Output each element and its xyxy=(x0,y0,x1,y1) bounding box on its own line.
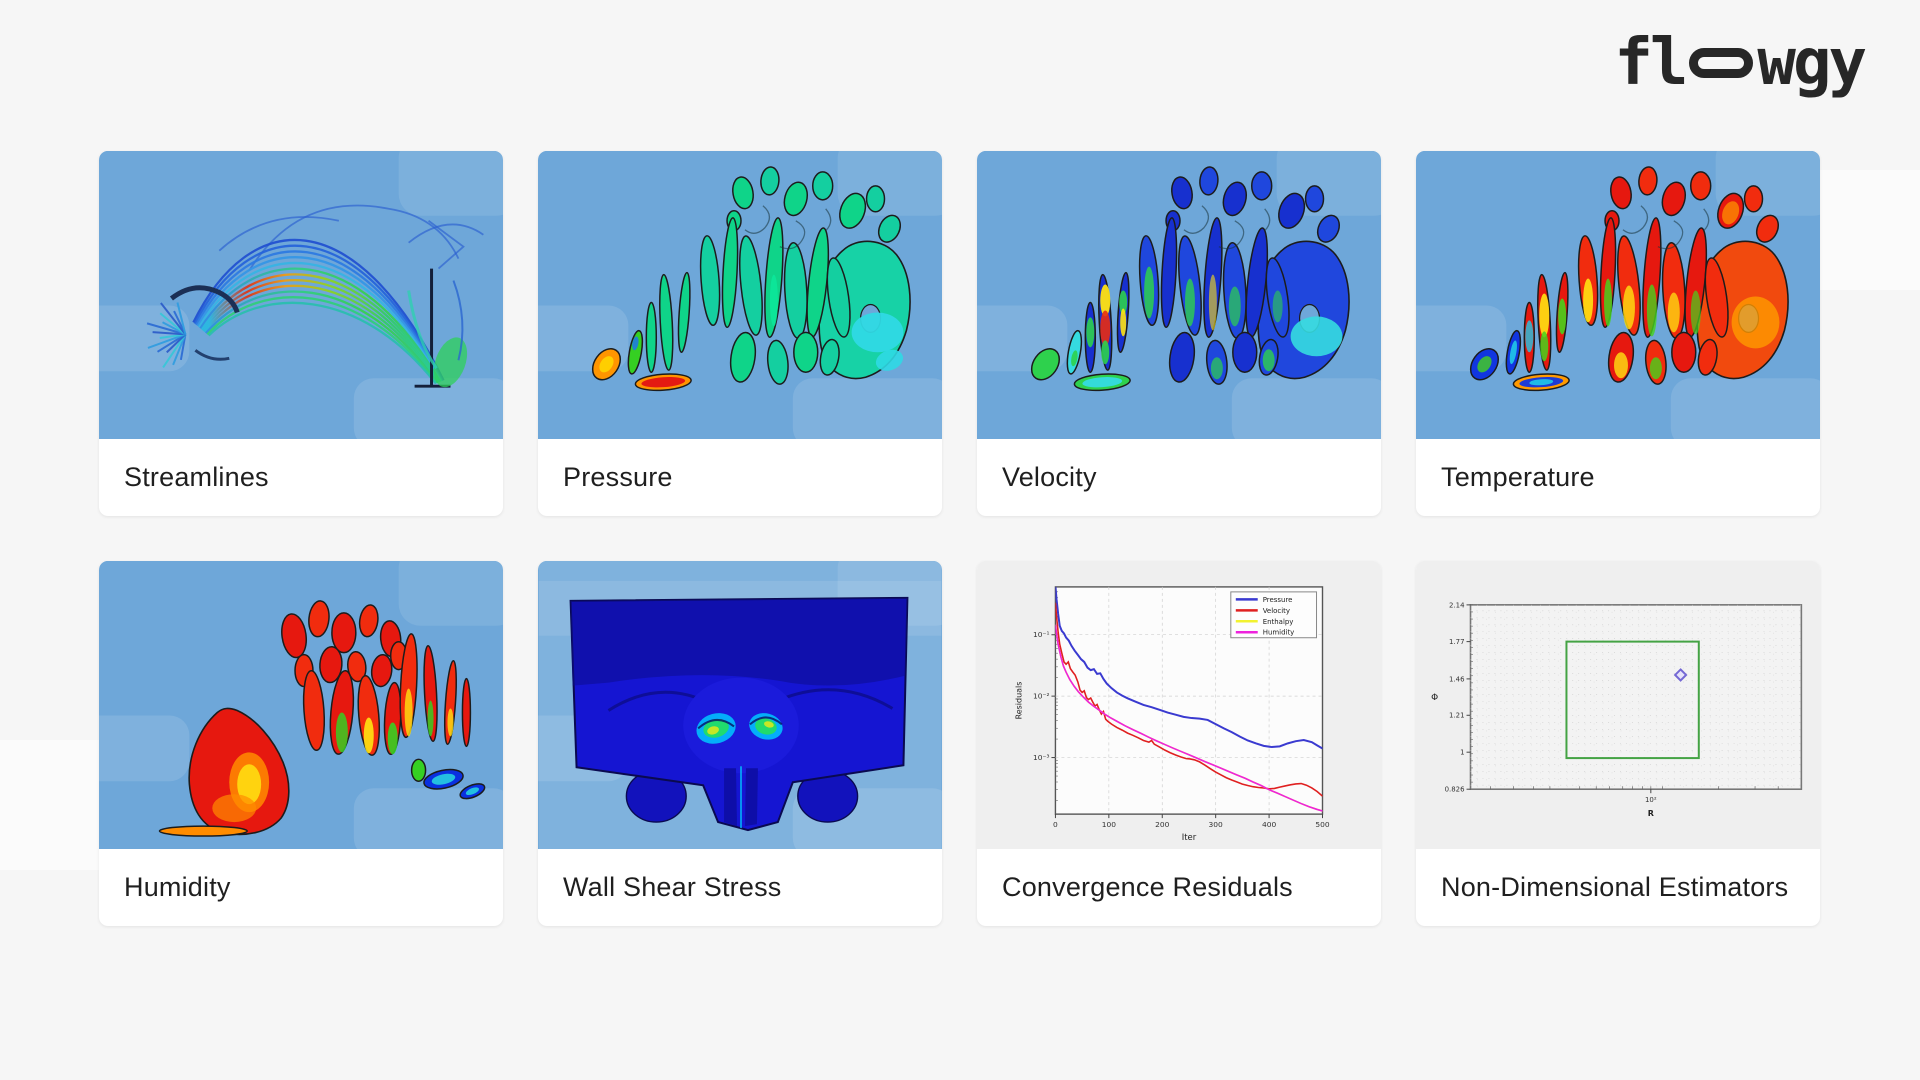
card-label: Non-Dimensional Estimators xyxy=(1441,872,1789,902)
svg-text:Velocity: Velocity xyxy=(1263,607,1290,615)
svg-text:100: 100 xyxy=(1102,820,1117,829)
humidity-visualization xyxy=(99,561,503,849)
wall-shear-stress-visualization xyxy=(538,561,942,849)
svg-text:400: 400 xyxy=(1262,820,1277,829)
svg-text:1.46: 1.46 xyxy=(1449,675,1465,683)
card-temperature[interactable]: Temperature xyxy=(1416,151,1820,516)
thumb-convergence-residuals: 0 100 200 300 400 500 10⁻¹ 10⁻² 10⁻³ Iter Residual… xyxy=(977,561,1381,849)
thumb-temperature xyxy=(1416,151,1820,439)
svg-text:Humidity: Humidity xyxy=(1263,629,1295,637)
non-dimensional-estimators-chart: 2.14 1.77 1.46 1.21 1 0.826 10² R Φ xyxy=(1416,561,1820,849)
svg-text:1.77: 1.77 xyxy=(1449,638,1465,646)
svg-text:Enthalpy: Enthalpy xyxy=(1263,618,1294,626)
svg-text:10⁻¹: 10⁻¹ xyxy=(1033,630,1049,639)
card-label: Temperature xyxy=(1441,462,1595,492)
streamlines-visualization xyxy=(99,151,503,439)
card-wall-shear-stress[interactable]: Wall Shear Stress xyxy=(538,561,942,926)
card-label: Streamlines xyxy=(124,462,269,492)
logo-o-icon xyxy=(1689,48,1754,78)
logo-text-right: wgy xyxy=(1757,26,1867,100)
convergence-residuals-chart: 0 100 200 300 400 500 10⁻¹ 10⁻² 10⁻³ Iter Residual… xyxy=(977,561,1381,849)
thumb-non-dimensional-estimators: 2.14 1.77 1.46 1.21 1 0.826 10² R Φ xyxy=(1416,561,1820,849)
thumb-streamlines xyxy=(99,151,503,439)
thumb-wall-shear-stress xyxy=(538,561,942,849)
card-label: Humidity xyxy=(124,872,231,902)
svg-text:10⁻²: 10⁻² xyxy=(1033,692,1049,701)
pressure-visualization xyxy=(538,151,942,439)
card-humidity[interactable]: Humidity xyxy=(99,561,503,926)
thumb-velocity xyxy=(977,151,1381,439)
svg-text:500: 500 xyxy=(1315,820,1330,829)
svg-text:10²: 10² xyxy=(1645,796,1657,804)
temperature-visualization xyxy=(1416,151,1820,439)
svg-text:Iter: Iter xyxy=(1182,832,1197,842)
svg-text:1: 1 xyxy=(1460,749,1464,757)
card-velocity[interactable]: Velocity xyxy=(977,151,1381,516)
thumb-pressure xyxy=(538,151,942,439)
logo-text-left: fl xyxy=(1614,26,1688,100)
svg-text:300: 300 xyxy=(1209,820,1224,829)
thumb-humidity xyxy=(99,561,503,849)
card-convergence-residuals[interactable]: 0 100 200 300 400 500 10⁻¹ 10⁻² 10⁻³ Iter Residual… xyxy=(977,561,1381,926)
card-label: Pressure xyxy=(563,462,673,492)
svg-text:R: R xyxy=(1648,809,1654,818)
card-label: Velocity xyxy=(1002,462,1097,492)
svg-text:Residuals: Residuals xyxy=(1015,682,1024,720)
card-pressure[interactable]: Pressure xyxy=(538,151,942,516)
app-logo: fl wgy xyxy=(1614,26,1867,100)
card-label: Convergence Residuals xyxy=(1002,872,1293,902)
svg-text:10⁻³: 10⁻³ xyxy=(1033,753,1049,762)
card-non-dimensional-estimators[interactable]: 2.14 1.77 1.46 1.21 1 0.826 10² R Φ Non-Dimensio… xyxy=(1416,561,1820,926)
velocity-visualization xyxy=(977,151,1381,439)
card-label: Wall Shear Stress xyxy=(563,872,782,902)
svg-text:0: 0 xyxy=(1053,820,1058,829)
svg-text:2.14: 2.14 xyxy=(1449,601,1465,609)
results-grid: Streamlines Pressure Velocity Temperatur… xyxy=(99,151,1820,926)
svg-text:1.21: 1.21 xyxy=(1449,712,1465,720)
card-streamlines[interactable]: Streamlines xyxy=(99,151,503,516)
svg-text:200: 200 xyxy=(1155,820,1170,829)
svg-text:0.826: 0.826 xyxy=(1445,786,1465,794)
svg-text:Φ: Φ xyxy=(1431,693,1438,703)
svg-text:Pressure: Pressure xyxy=(1263,596,1293,604)
